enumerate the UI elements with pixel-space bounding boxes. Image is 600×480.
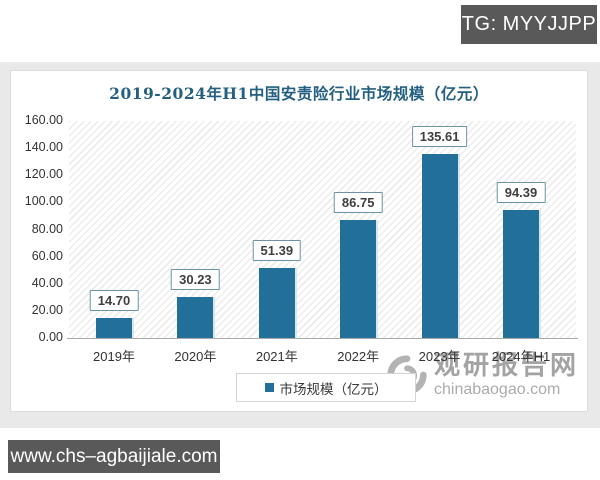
bar [96, 318, 132, 338]
telegram-badge: TG: MYYJJPP [461, 5, 597, 44]
x-axis-line [67, 338, 578, 339]
legend-marker-icon [264, 383, 274, 392]
bar-value-label: 30.23 [171, 269, 220, 291]
bar [503, 209, 539, 338]
chart-title: 2019-2024年H1中国安责险行业市场规模（亿元） [109, 84, 489, 103]
y-tick-label: 80.00 [31, 221, 63, 236]
y-axis: 160.00 140.00 120.00 100.00 80.00 60.00 40.00 2… [13, 113, 63, 344]
x-tick-label: 2022年 [337, 349, 380, 364]
y-tick-label: 40.00 [31, 275, 63, 290]
x-tick-label: 2019年 [93, 349, 135, 364]
legend-label: 市场规模（亿元） [279, 381, 388, 397]
plot-area: 14.70 2019年 30.23 2020年 51.39 2021年 86.75 2022年… [67, 121, 578, 364]
bar [258, 268, 295, 338]
y-tick-label: 100.00 [24, 194, 63, 209]
y-tick-label: 20.00 [31, 302, 63, 317]
watermark-brand: 观研报告网 [433, 351, 579, 381]
site-url-badge: www.chs–agbaijiale.com [8, 440, 220, 473]
bar-value-label: 86.75 [333, 192, 383, 214]
telegram-badge-text: TG: MYYJJPP [461, 13, 597, 35]
bar-value-label: 135.61 [411, 126, 468, 148]
chart-panel: 2019-2024年H1中国安责险行业市场规模（亿元） 160.00 140.00… [10, 70, 588, 412]
bar [177, 297, 214, 338]
y-tick-label: 60.00 [31, 248, 63, 263]
y-tick-label: 0.00 [38, 330, 63, 344]
x-tick-label: 2021年 [255, 349, 298, 364]
bar [421, 154, 458, 338]
y-tick-label: 140.00 [24, 140, 63, 155]
x-tick-label: 2023年 [418, 349, 461, 364]
site-url-text: www.chs–agbaijiale.com [10, 445, 218, 467]
x-tick-label: 2024年H1 [491, 349, 551, 364]
bar-value-label: 14.70 [89, 290, 139, 312]
watermark-text: 观研报告网 chinabaogao.com [434, 352, 579, 399]
bar-value-label: 94.39 [496, 181, 546, 203]
y-tick-label: 160.00 [24, 113, 63, 127]
legend: 市场规模（亿元） [236, 373, 416, 402]
x-tick-label: 2020年 [174, 349, 217, 364]
bar [340, 220, 377, 338]
bar-value-label: 51.39 [252, 240, 302, 262]
watermark-domain: chinabaogao.com [433, 380, 561, 398]
y-tick-label: 120.00 [24, 167, 63, 182]
